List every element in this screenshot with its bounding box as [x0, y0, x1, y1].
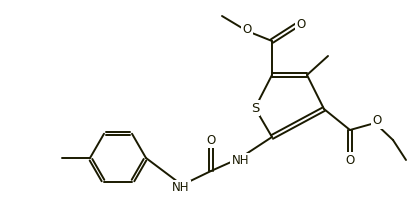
Text: O: O — [206, 134, 216, 147]
Text: S: S — [251, 102, 259, 115]
Text: NH: NH — [232, 154, 249, 167]
Text: O: O — [242, 23, 252, 36]
Text: O: O — [297, 17, 306, 30]
Text: NH: NH — [172, 181, 190, 194]
Text: O: O — [373, 115, 382, 128]
Text: O: O — [345, 154, 355, 167]
